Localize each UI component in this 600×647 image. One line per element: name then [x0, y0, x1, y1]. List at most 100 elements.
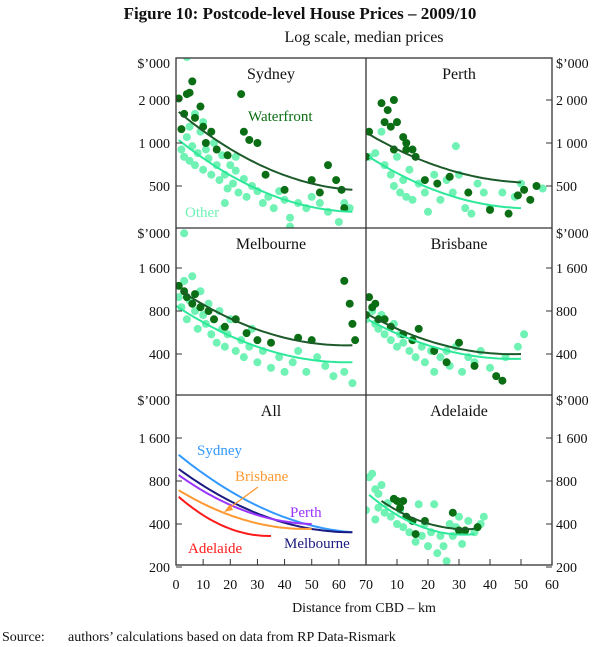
panel-title: Brisbane: [431, 236, 488, 253]
point-waterfront: [201, 139, 210, 147]
x-axis-label: Distance from CBD – km: [292, 601, 436, 616]
x-tick-label: 20: [223, 578, 237, 593]
point-waterfront: [242, 329, 251, 338]
point-other: [389, 182, 398, 190]
point-waterfront: [377, 99, 386, 108]
y-tick-label: 400: [149, 518, 170, 533]
point-other: [280, 367, 289, 376]
panel-brisbane: [366, 293, 529, 385]
point-other: [538, 184, 547, 193]
point-waterfront: [207, 127, 216, 136]
fit-line-other: [368, 494, 475, 536]
point-other: [520, 330, 529, 339]
point-other: [348, 379, 357, 388]
panel-perth: [366, 96, 547, 218]
curve-label-adelaide: Adelaide: [188, 541, 242, 557]
point-other: [371, 515, 380, 524]
point-other: [448, 188, 457, 197]
point-other: [402, 192, 411, 201]
point-other: [368, 469, 377, 478]
point-waterfront: [520, 185, 529, 194]
y-tick-label: 400: [556, 348, 577, 363]
y-tick-label: 800: [149, 305, 170, 320]
panel-sydney: [176, 58, 354, 228]
x-tick-label: 70: [359, 578, 373, 593]
point-waterfront: [196, 102, 205, 111]
point-waterfront: [366, 152, 370, 161]
point-other: [220, 199, 229, 208]
series-label-other: Other: [185, 205, 219, 221]
y-tick-label: 500: [149, 180, 170, 195]
point-other: [393, 342, 401, 351]
point-other: [513, 342, 522, 351]
point-waterfront: [380, 118, 389, 127]
point-other: [386, 170, 395, 179]
point-waterfront: [239, 127, 248, 136]
panel-title: Melbourne: [236, 236, 306, 253]
point-other: [207, 170, 216, 179]
fit-line-other: [178, 139, 353, 213]
point-other: [294, 346, 303, 355]
point-other: [417, 531, 426, 540]
panel-adelaide: [366, 469, 488, 565]
point-waterfront: [504, 209, 513, 218]
panel-melbourne: [176, 229, 360, 388]
fit-line-other: [368, 155, 522, 210]
x-tick-label: 60: [332, 578, 346, 593]
point-waterfront: [253, 336, 262, 345]
fit-line-perth: [178, 474, 312, 525]
y-tick-label: 1 600: [556, 432, 588, 447]
fit-line-other: [176, 304, 353, 364]
point-waterfront: [176, 281, 183, 290]
point-waterfront: [389, 96, 398, 104]
point-other: [288, 358, 297, 367]
series-label-waterfront: Waterfront: [248, 109, 313, 125]
point-other: [498, 188, 507, 197]
point-waterfront: [253, 139, 262, 147]
y-unit-label: $’000: [556, 394, 589, 409]
point-waterfront: [340, 276, 349, 285]
point-other: [180, 229, 189, 238]
point-other: [430, 170, 439, 179]
point-other: [436, 531, 445, 540]
point-waterfront: [191, 290, 199, 299]
y-unit-label: $’000: [556, 57, 589, 72]
point-other: [207, 330, 216, 339]
point-other: [414, 500, 423, 509]
x-tick-label: 0: [173, 578, 180, 593]
y-tick-label: 200: [149, 561, 170, 576]
point-other: [275, 353, 284, 362]
panel-title: Perth: [442, 66, 476, 83]
y-tick-label: 400: [556, 518, 577, 533]
point-waterfront: [188, 77, 197, 86]
point-waterfront: [486, 205, 494, 214]
y-tick-label: 1 600: [556, 262, 588, 277]
point-other: [436, 353, 445, 362]
point-waterfront: [210, 315, 218, 324]
point-other: [436, 195, 445, 204]
point-waterfront: [498, 376, 507, 385]
point-other: [430, 500, 439, 509]
y-tick-label: 2 000: [556, 94, 588, 109]
y-tick-label: 1 000: [556, 137, 588, 152]
chart-subtitle: Log scale, median prices: [284, 29, 443, 46]
panel-title: Sydney: [247, 66, 295, 83]
point-waterfront: [513, 191, 522, 200]
point-waterfront: [348, 319, 357, 328]
point-other: [286, 213, 294, 222]
point-other: [193, 324, 202, 333]
point-waterfront: [396, 503, 405, 512]
point-waterfront: [402, 145, 411, 154]
point-other: [185, 122, 194, 131]
point-waterfront: [245, 135, 254, 144]
point-waterfront: [340, 204, 349, 213]
point-waterfront: [345, 299, 354, 308]
point-waterfront: [196, 303, 205, 312]
point-other: [269, 204, 278, 213]
point-other: [420, 188, 429, 197]
fit-line-sydney: [178, 454, 353, 534]
point-other: [396, 188, 405, 197]
point-other: [180, 276, 189, 285]
point-other: [267, 363, 275, 372]
point-waterfront: [464, 188, 473, 197]
